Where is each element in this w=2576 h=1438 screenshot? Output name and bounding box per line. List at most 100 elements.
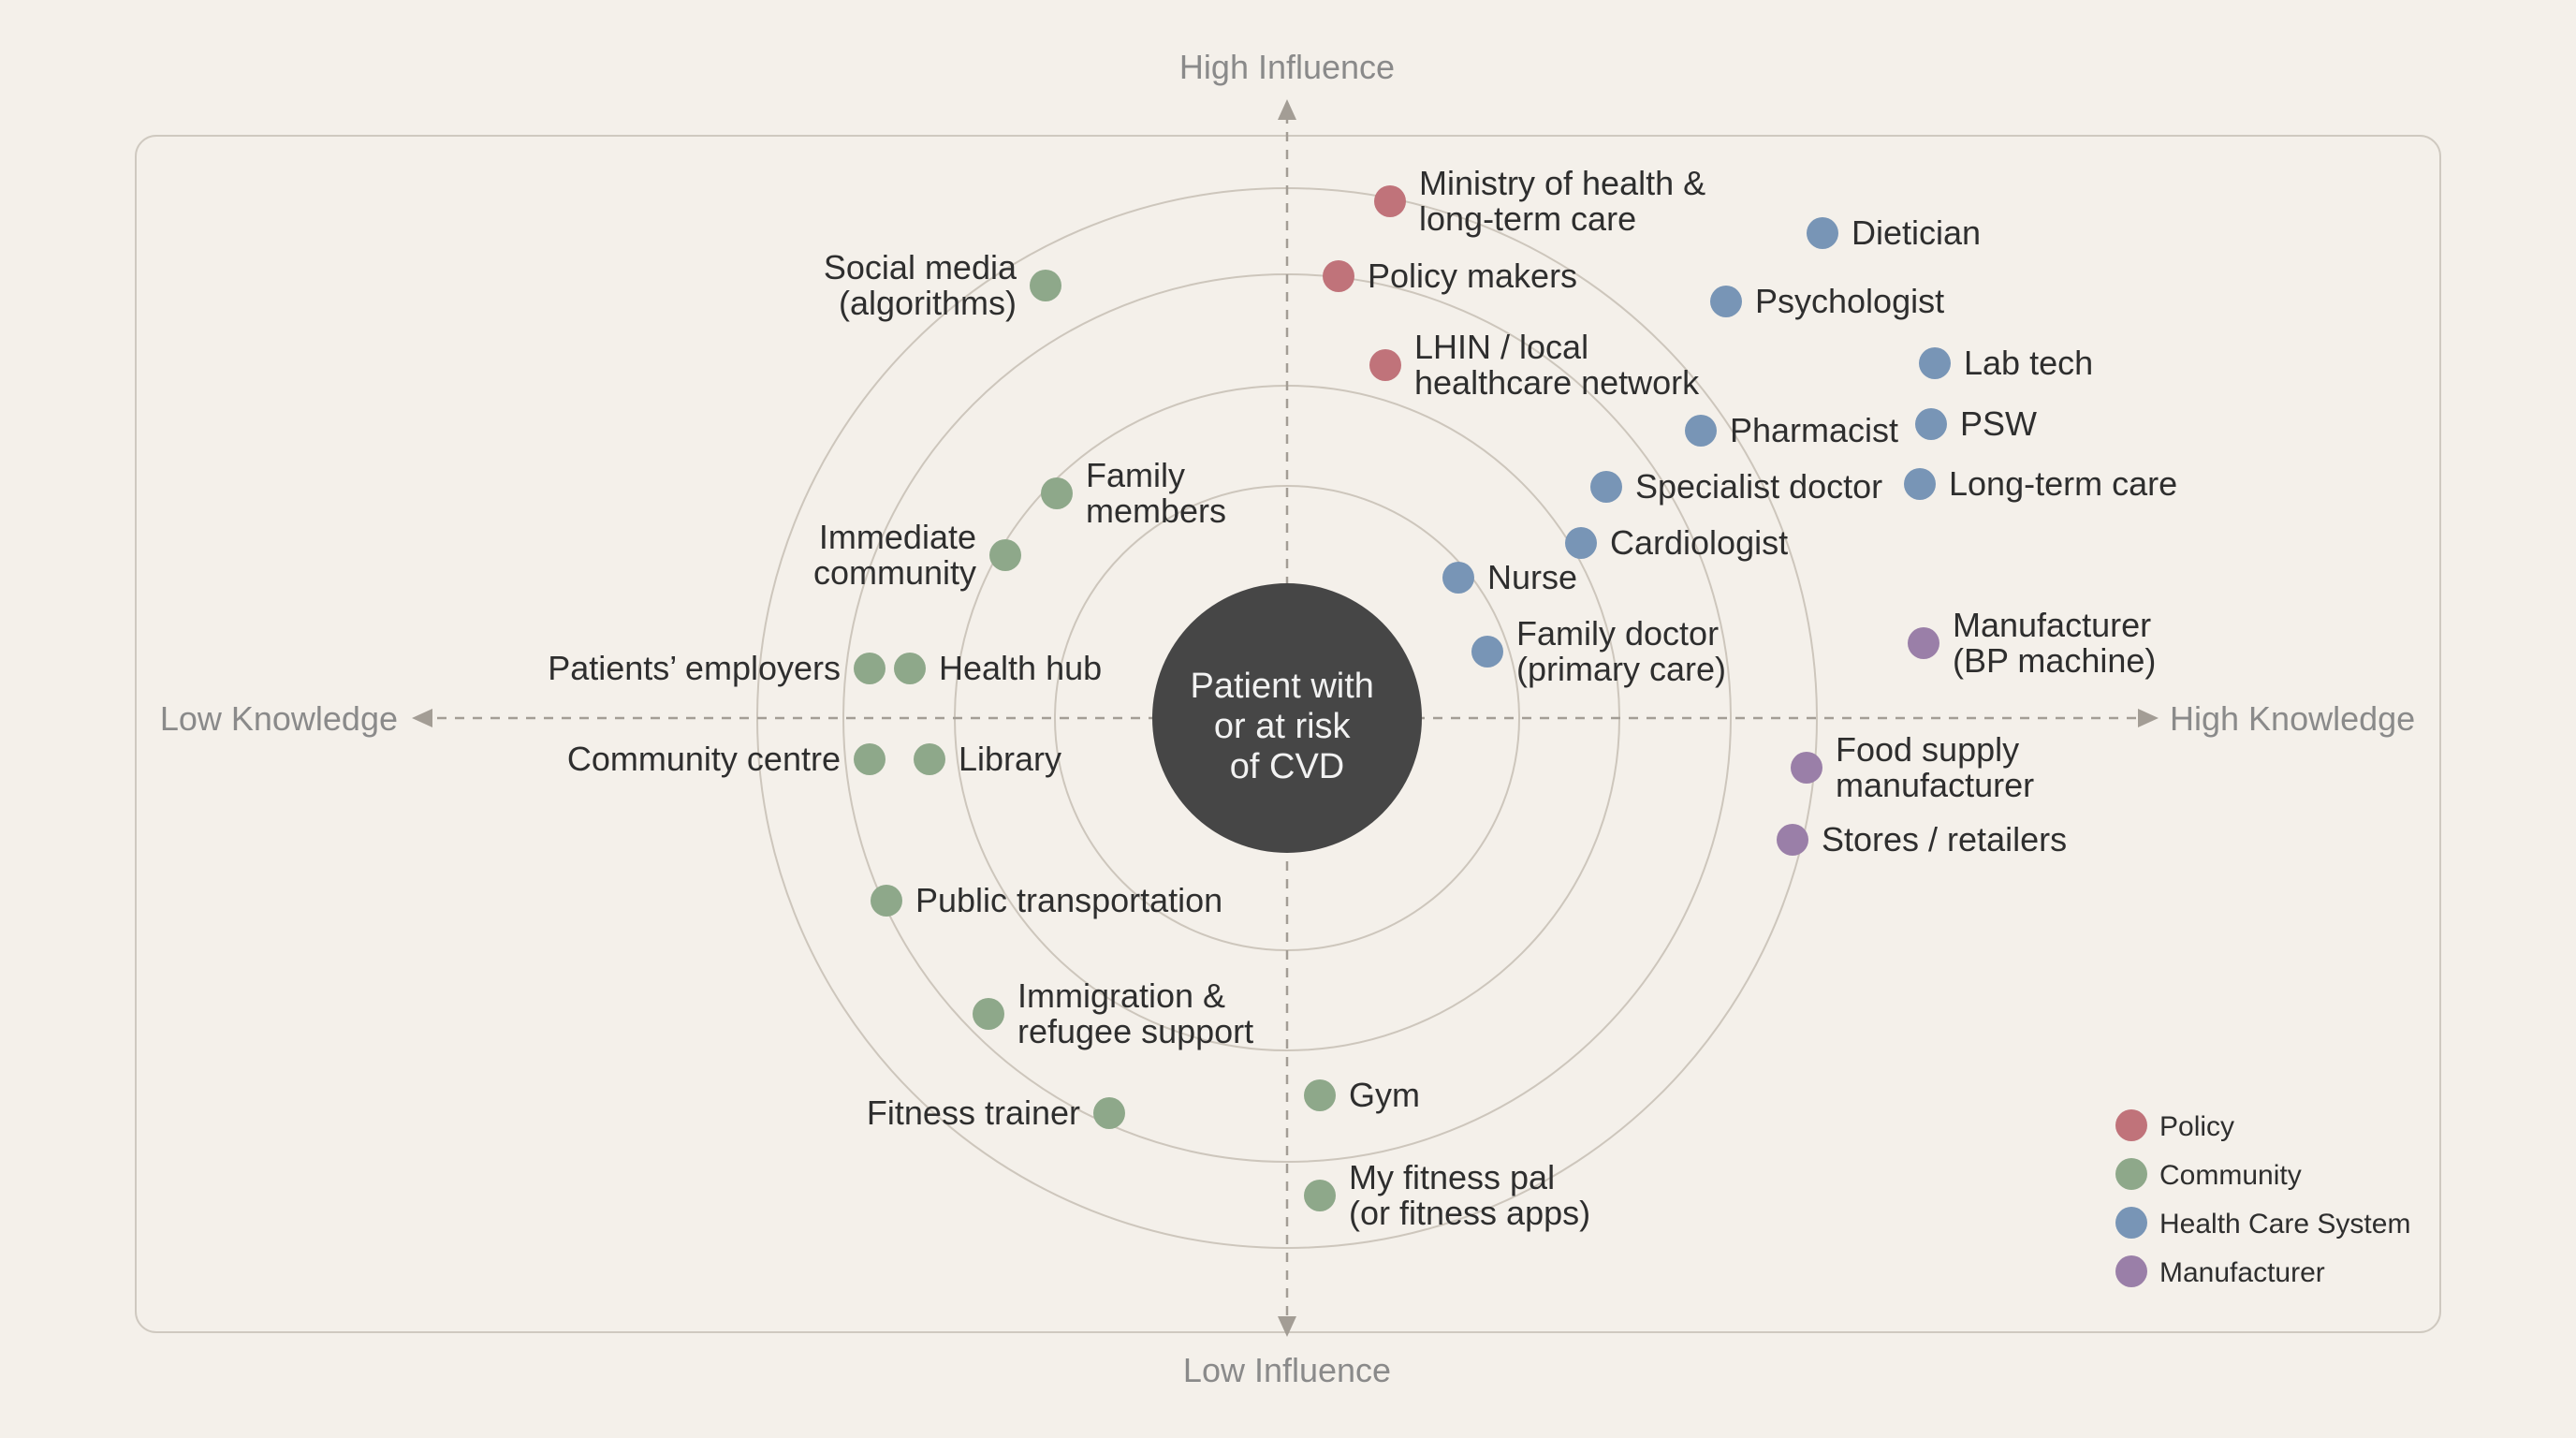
stakeholder-label: Immigration & refugee support bbox=[1017, 976, 1253, 1050]
stakeholder-label: Food supply manufacturer bbox=[1836, 730, 2034, 804]
stakeholder-community-centre: Community centre bbox=[567, 740, 886, 778]
stakeholder-label-line: Public transportation bbox=[915, 881, 1222, 919]
stakeholder-patients-employers: Patients’ employers bbox=[548, 649, 886, 687]
stakeholder-label-line: Manufacturer bbox=[1953, 606, 2151, 644]
stakeholder-fitness-trainer: Fitness trainer bbox=[867, 1093, 1125, 1132]
stakeholder-ministry: Ministry of health & long-term care bbox=[1374, 164, 1705, 238]
stakeholder-dot bbox=[1919, 347, 1951, 379]
stakeholder-nodes: Ministry of health & long-term care Policy… bbox=[548, 164, 2177, 1232]
patient-circle bbox=[1152, 583, 1422, 853]
stakeholder-label-line: Patients’ employers bbox=[548, 649, 841, 687]
stakeholder-label: Lab tech bbox=[1964, 344, 2093, 382]
stakeholder-dot bbox=[1777, 824, 1808, 856]
stakeholder-dot bbox=[871, 885, 902, 917]
stakeholder-lhin: LHIN / local healthcare network bbox=[1369, 328, 1700, 402]
axis-arrowheads bbox=[412, 99, 2159, 1337]
stakeholder-dot bbox=[1915, 408, 1947, 440]
stakeholder-label: Library bbox=[959, 740, 1061, 778]
stakeholder-label-line: Stores / retailers bbox=[1822, 820, 2067, 858]
center-label-line-1: Patient with bbox=[1190, 667, 1373, 706]
stakeholder-dot bbox=[1030, 270, 1061, 301]
stakeholder-cardiologist: Cardiologist bbox=[1565, 523, 1788, 562]
stakeholder-label-line: members bbox=[1086, 492, 1226, 530]
arrow-right-icon bbox=[2138, 709, 2159, 727]
stakeholder-label-line: LHIN / local bbox=[1414, 328, 1588, 366]
stakeholder-dot bbox=[894, 653, 926, 684]
stakeholder-label: Psychologist bbox=[1755, 282, 1944, 320]
legend-label: Policy bbox=[2159, 1111, 2234, 1142]
stakeholder-label: Pharmacist bbox=[1730, 411, 1898, 449]
legend-label: Health Care System bbox=[2159, 1209, 2410, 1240]
stakeholder-label: My fitness pal (or fitness apps) bbox=[1349, 1158, 1590, 1232]
stakeholder-dot bbox=[854, 653, 886, 684]
stakeholder-label-line: Gym bbox=[1349, 1076, 1420, 1114]
stakeholder-nurse: Nurse bbox=[1442, 558, 1577, 596]
stakeholder-label-line: Immigration & bbox=[1017, 976, 1225, 1015]
arrow-left-icon bbox=[412, 709, 432, 727]
stakeholder-label-line: Ministry of health & bbox=[1419, 164, 1705, 202]
stakeholder-label-line: Nurse bbox=[1487, 558, 1577, 596]
stakeholder-label-line: healthcare network bbox=[1414, 363, 1700, 402]
axes bbox=[419, 114, 2151, 1322]
arrow-down-icon bbox=[1278, 1316, 1296, 1337]
axis-label-high-knowledge: High Knowledge bbox=[2170, 699, 2415, 738]
stakeholder-dot bbox=[1369, 349, 1401, 381]
stakeholder-label-line: Policy makers bbox=[1368, 257, 1577, 295]
stakeholder-label: Cardiologist bbox=[1610, 523, 1788, 562]
stakeholder-dot bbox=[1374, 185, 1406, 217]
stakeholder-label: Fitness trainer bbox=[867, 1093, 1080, 1132]
stakeholder-label-line: Food supply bbox=[1836, 730, 2019, 769]
stakeholder-dot bbox=[1304, 1079, 1336, 1111]
stakeholder-label-line: community bbox=[813, 553, 976, 592]
stakeholder-label: Gym bbox=[1349, 1076, 1420, 1114]
center-patient: Patient with or at risk of CVD bbox=[1152, 583, 1422, 853]
stakeholder-label-line: Cardiologist bbox=[1610, 523, 1788, 562]
stakeholder-dot bbox=[1565, 527, 1597, 559]
stakeholder-label-line: Fitness trainer bbox=[867, 1093, 1080, 1132]
stakeholder-dot bbox=[1904, 468, 1936, 500]
legend-item-manufacturer: Manufacturer bbox=[2115, 1255, 2325, 1288]
stakeholder-label-line: My fitness pal bbox=[1349, 1158, 1555, 1196]
stakeholder-label-line: Dietician bbox=[1852, 213, 1981, 252]
stakeholder-fitness-pal: My fitness pal (or fitness apps) bbox=[1304, 1158, 1590, 1232]
stakeholder-pharmacist: Pharmacist bbox=[1685, 411, 1898, 449]
stakeholder-dot bbox=[1304, 1180, 1336, 1211]
axis-label-high-influence: High Influence bbox=[1179, 48, 1395, 86]
stakeholder-label: Family members bbox=[1086, 456, 1226, 530]
stakeholder-label: Family doctor (primary care) bbox=[1516, 614, 1726, 688]
legend-item-community: Community bbox=[2115, 1158, 2302, 1191]
stakeholder-label: Health hub bbox=[939, 649, 1102, 687]
stakeholder-lab-tech: Lab tech bbox=[1919, 344, 2093, 382]
stakeholder-food-supply: Food supply manufacturer bbox=[1791, 730, 2034, 804]
stakeholder-dietician: Dietician bbox=[1807, 213, 1981, 252]
stakeholder-label-line: manufacturer bbox=[1836, 766, 2034, 804]
stakeholder-dot bbox=[1908, 627, 1939, 659]
stakeholder-label: Nurse bbox=[1487, 558, 1577, 596]
stakeholder-label-line: Social media bbox=[824, 248, 1017, 286]
stakeholder-label-line: (primary care) bbox=[1516, 650, 1726, 688]
legend-swatch bbox=[2115, 1255, 2147, 1287]
stakeholder-label-line: Library bbox=[959, 740, 1061, 778]
stakeholder-label: Public transportation bbox=[915, 881, 1222, 919]
stakeholder-policy-makers: Policy makers bbox=[1323, 257, 1577, 295]
stakeholder-psychologist: Psychologist bbox=[1710, 282, 1944, 320]
stakeholder-label-line: (or fitness apps) bbox=[1349, 1194, 1590, 1232]
stakeholder-long-term-care: Long-term care bbox=[1904, 464, 2177, 503]
stakeholder-dot bbox=[1093, 1097, 1125, 1129]
stakeholder-label-line: Psychologist bbox=[1755, 282, 1944, 320]
stakeholder-library: Library bbox=[914, 740, 1061, 778]
stakeholder-label-line: Immediate bbox=[819, 518, 976, 556]
stakeholder-label-line: refugee support bbox=[1017, 1012, 1253, 1050]
stakeholder-family-members: Family members bbox=[1041, 456, 1226, 530]
stakeholder-health-hub: Health hub bbox=[894, 649, 1102, 687]
stakeholder-label-line: Family bbox=[1086, 456, 1185, 494]
legend-label: Community bbox=[2159, 1160, 2302, 1191]
legend-label: Manufacturer bbox=[2159, 1257, 2325, 1288]
stakeholder-label-line: long-term care bbox=[1419, 199, 1636, 238]
stakeholder-label-line: (BP machine) bbox=[1953, 641, 2156, 680]
stakeholder-label: Community centre bbox=[567, 740, 841, 778]
stakeholder-label-line: Community centre bbox=[567, 740, 841, 778]
center-label: Patient with or at risk of CVD bbox=[1190, 667, 1383, 786]
